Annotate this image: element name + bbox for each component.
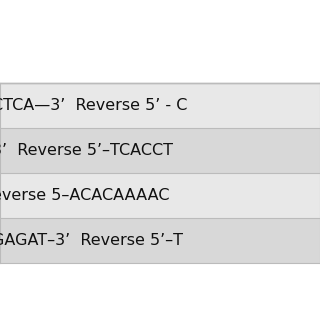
- Text: CTCA—3’  Reverse 5’ - C: CTCA—3’ Reverse 5’ - C: [0, 98, 188, 113]
- Bar: [0, 128, 320, 173]
- Text: GAGAT–3’  Reverse 5’–T: GAGAT–3’ Reverse 5’–T: [0, 233, 183, 248]
- Bar: [0, 173, 320, 218]
- Bar: [0, 218, 320, 263]
- Text: 3’  Reverse 5’–TCACCT: 3’ Reverse 5’–TCACCT: [0, 143, 173, 158]
- Bar: [0, 83, 320, 128]
- Bar: [0, 263, 320, 320]
- Text: everse 5–ACACAAAAC: everse 5–ACACAAAAC: [0, 188, 170, 203]
- Bar: [0, 0, 320, 83]
